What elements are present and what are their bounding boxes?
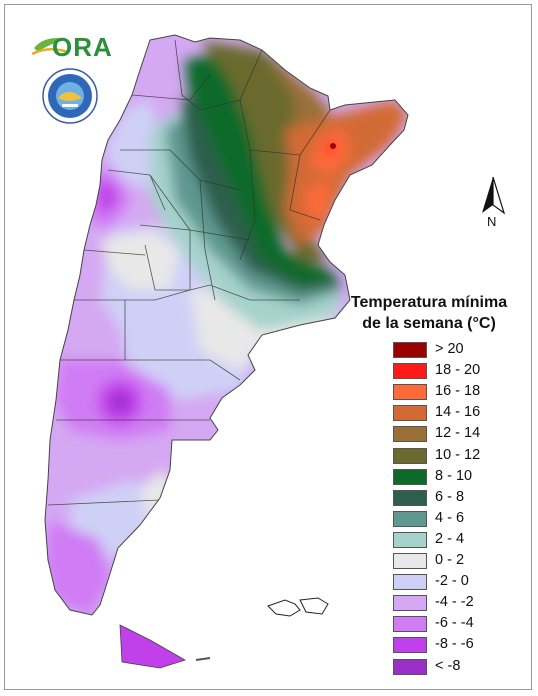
legend-label: 16 - 18 (435, 383, 481, 400)
legend-label: -8 - -6 (435, 636, 474, 653)
ora-logo-text: ORA (52, 32, 113, 62)
ora-leaf-icon (31, 38, 69, 56)
legend-item: -4 - -2 (393, 593, 523, 614)
legend-swatch (393, 342, 427, 358)
legend-label: 2 - 4 (435, 530, 465, 547)
legend-item: -8 - -6 (393, 635, 523, 656)
tierra-del-fuego (119, 624, 186, 669)
legend-label: < -8 (435, 657, 461, 674)
legend-label: 8 - 10 (435, 467, 473, 484)
north-label: N (487, 214, 497, 229)
legend-item: 18 - 20 (393, 361, 523, 382)
legend-title-line2: de la semana (°C) (362, 315, 496, 332)
legend-swatch (393, 553, 427, 569)
legend-item: 16 - 18 (393, 382, 523, 403)
legend-swatch (393, 616, 427, 633)
legend-swatch (393, 510, 427, 527)
legend-swatch (393, 468, 427, 485)
legend-swatch (393, 574, 427, 591)
legend-label: 10 - 12 (435, 446, 481, 463)
legend-swatch (393, 489, 427, 506)
legend-swatch (393, 426, 427, 443)
legend-item: -6 - -4 (393, 614, 523, 635)
legend-label: -4 - -2 (435, 594, 474, 611)
legend-label: 6 - 8 (435, 488, 465, 505)
legend-item: 4 - 6 (393, 509, 523, 530)
legend-label: -6 - -4 (435, 615, 474, 632)
legend-swatch (393, 384, 427, 401)
legend-item: -2 - 0 (393, 572, 523, 593)
legend-item: 10 - 12 (393, 446, 523, 467)
legend-item: 12 - 14 (393, 424, 523, 445)
legend-title-line1: Temperatura mínima (350, 294, 508, 311)
legend-swatch (393, 531, 427, 548)
legend-swatch (393, 363, 427, 380)
malvinas-islands (267, 597, 329, 617)
legend-swatch (393, 447, 427, 464)
legend-swatch (393, 658, 427, 675)
legend-label: -2 - 0 (435, 573, 469, 590)
legend-swatch (393, 637, 427, 654)
legend-item: 0 - 2 (393, 551, 523, 572)
legend-item: > 20 (393, 340, 523, 361)
north-arrow-icon (482, 176, 506, 215)
legend-label: 14 - 16 (435, 404, 481, 421)
legend-label: 4 - 6 (435, 509, 465, 526)
legend-item: < -8 (393, 657, 523, 678)
ora-logo: ORA (31, 30, 116, 62)
legend-item: 14 - 16 (393, 403, 523, 424)
legend-swatch (393, 405, 427, 422)
legend-label: 0 - 2 (435, 552, 465, 568)
legend-item: 8 - 10 (393, 467, 523, 488)
legend-swatch (393, 595, 427, 612)
legend-item: 6 - 8 (393, 488, 523, 509)
legend: Temperatura mínima de la semana (°C) > 2… (340, 292, 530, 675)
legend-label: > 20 (435, 341, 464, 357)
legend-label: 18 - 20 (435, 362, 481, 379)
legend-label: 12 - 14 (435, 425, 481, 442)
legend-item: 2 - 4 (393, 530, 523, 551)
national-weather-service-seal (42, 68, 98, 124)
